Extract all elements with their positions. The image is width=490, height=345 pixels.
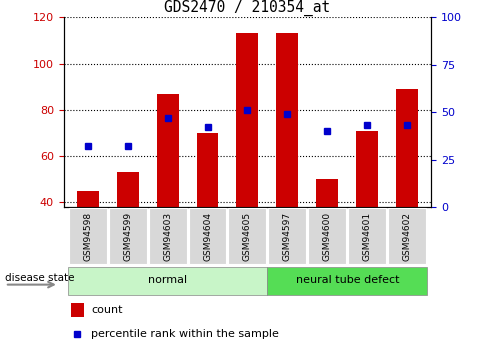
Bar <box>71 304 84 317</box>
Bar <box>189 208 226 265</box>
Bar <box>68 267 268 295</box>
Text: GSM94599: GSM94599 <box>123 212 132 261</box>
Text: GSM94598: GSM94598 <box>83 212 92 261</box>
Title: GDS2470 / 210354_at: GDS2470 / 210354_at <box>164 0 331 16</box>
Bar <box>396 89 418 207</box>
Text: GSM94600: GSM94600 <box>323 212 332 261</box>
Bar <box>109 208 147 265</box>
Bar <box>69 208 107 265</box>
Text: GSM94604: GSM94604 <box>203 212 212 261</box>
Bar <box>317 179 338 207</box>
Bar <box>388 208 426 265</box>
Text: neural tube defect: neural tube defect <box>295 275 399 285</box>
Bar <box>76 191 98 207</box>
Text: count: count <box>91 305 123 315</box>
Bar <box>196 133 219 207</box>
Bar <box>148 208 187 265</box>
Text: percentile rank within the sample: percentile rank within the sample <box>91 329 279 339</box>
Bar <box>276 33 298 207</box>
Text: normal: normal <box>148 275 187 285</box>
Bar <box>348 208 386 265</box>
Bar <box>157 93 178 207</box>
Text: GSM94602: GSM94602 <box>403 212 412 261</box>
Text: disease state: disease state <box>5 273 74 283</box>
Text: GSM94597: GSM94597 <box>283 212 292 261</box>
Bar <box>228 208 267 265</box>
Bar <box>269 208 306 265</box>
Text: GSM94605: GSM94605 <box>243 212 252 261</box>
Bar <box>117 172 139 207</box>
Bar <box>237 33 258 207</box>
Text: GSM94603: GSM94603 <box>163 212 172 261</box>
Bar <box>268 267 427 295</box>
Bar <box>356 131 378 207</box>
Text: GSM94601: GSM94601 <box>363 212 372 261</box>
Bar <box>308 208 346 265</box>
